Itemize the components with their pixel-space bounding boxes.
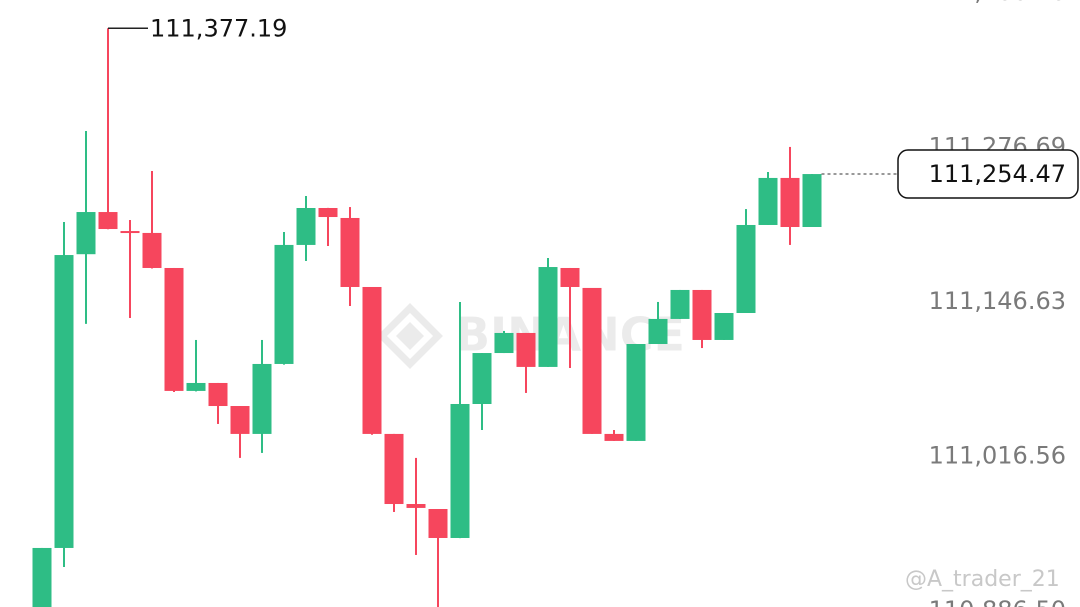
y-tick-label: 110,886.50 (929, 596, 1066, 607)
candle-body (450, 403, 470, 538)
candle-body (76, 212, 96, 255)
candle-body (164, 267, 184, 391)
candle-body (186, 382, 206, 391)
candle-body (560, 267, 580, 287)
candle-body (120, 231, 140, 234)
y-tick-label: 111,406.76 (929, 0, 1066, 6)
candle-body (252, 363, 272, 434)
candle-body (494, 332, 514, 354)
candle-body (384, 433, 404, 505)
annotation-label: 111,377.19 (150, 14, 287, 42)
candle-body (142, 232, 162, 268)
candle-body (648, 318, 668, 345)
candle-body (670, 289, 690, 319)
candle-body (714, 313, 734, 340)
y-tick-label: 111,146.63 (929, 287, 1066, 315)
last-price-box (897, 149, 1079, 199)
candle-body (736, 224, 756, 314)
candle-body (582, 287, 602, 434)
candle-body (516, 332, 536, 367)
candle-body (692, 289, 712, 340)
candle-body (472, 353, 492, 404)
candle-body (538, 267, 558, 367)
candle-body (626, 344, 646, 441)
watermark-user: @A_trader_21 (905, 567, 1060, 592)
candle-body (802, 174, 822, 228)
candle-body (362, 286, 382, 434)
candle-body (296, 207, 316, 245)
watermark-logo (377, 303, 443, 369)
candle-body (780, 177, 800, 228)
candle-body (54, 255, 74, 548)
candle-body (758, 177, 778, 225)
candle-body (340, 217, 360, 287)
candle-body (230, 406, 250, 434)
candle-body (318, 207, 338, 218)
candle-body (32, 547, 52, 607)
candle-body (274, 244, 294, 364)
candle-body (406, 504, 426, 508)
candle-body (208, 382, 228, 407)
y-tick-label: 111,016.56 (929, 442, 1066, 470)
last-price-label: 111,254.47 (929, 160, 1066, 188)
candle-body (428, 509, 448, 538)
candle-body (98, 212, 118, 230)
candle-body (604, 433, 624, 441)
